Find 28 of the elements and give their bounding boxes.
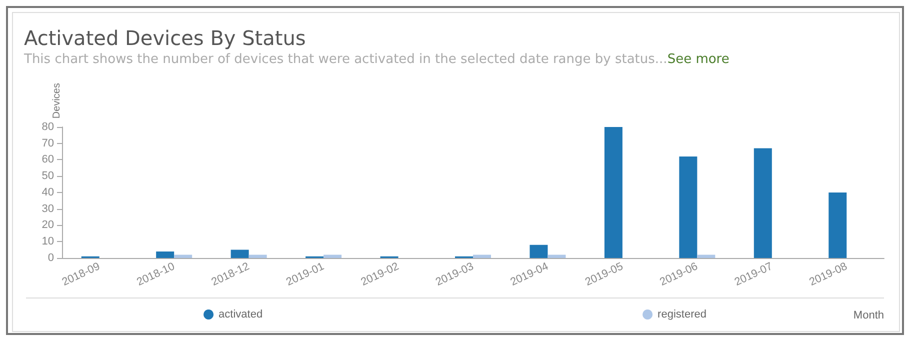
chart-title: Activated Devices By Status [24,26,306,50]
y-axis-title: Devices [52,83,62,119]
y-tick-label: 80 [42,120,54,133]
y-tick-label: 20 [42,219,54,232]
y-tick-label: 60 [42,154,54,166]
bar [248,254,267,258]
legend-label: activated [218,308,263,320]
bar [828,192,847,258]
bar [156,251,174,258]
x-axis-title: Month [853,310,884,322]
text: See more [667,52,730,67]
y-tick-label: 0 [48,252,54,264]
y-tick-label: 70 [42,137,54,150]
bar [679,156,698,258]
y-tick-label: 10 [42,236,54,248]
bar [754,148,772,258]
y-tick-label: 50 [42,170,54,182]
bar [697,254,716,258]
bar [548,254,566,258]
bar [324,254,342,258]
legend-label: registered [658,308,706,320]
bar [473,254,491,258]
bar [530,244,548,258]
bar [604,126,622,258]
bar [174,254,192,258]
y-tick-label: 30 [42,202,54,215]
bar [230,250,249,258]
y-tick-label: 40 [42,186,54,198]
